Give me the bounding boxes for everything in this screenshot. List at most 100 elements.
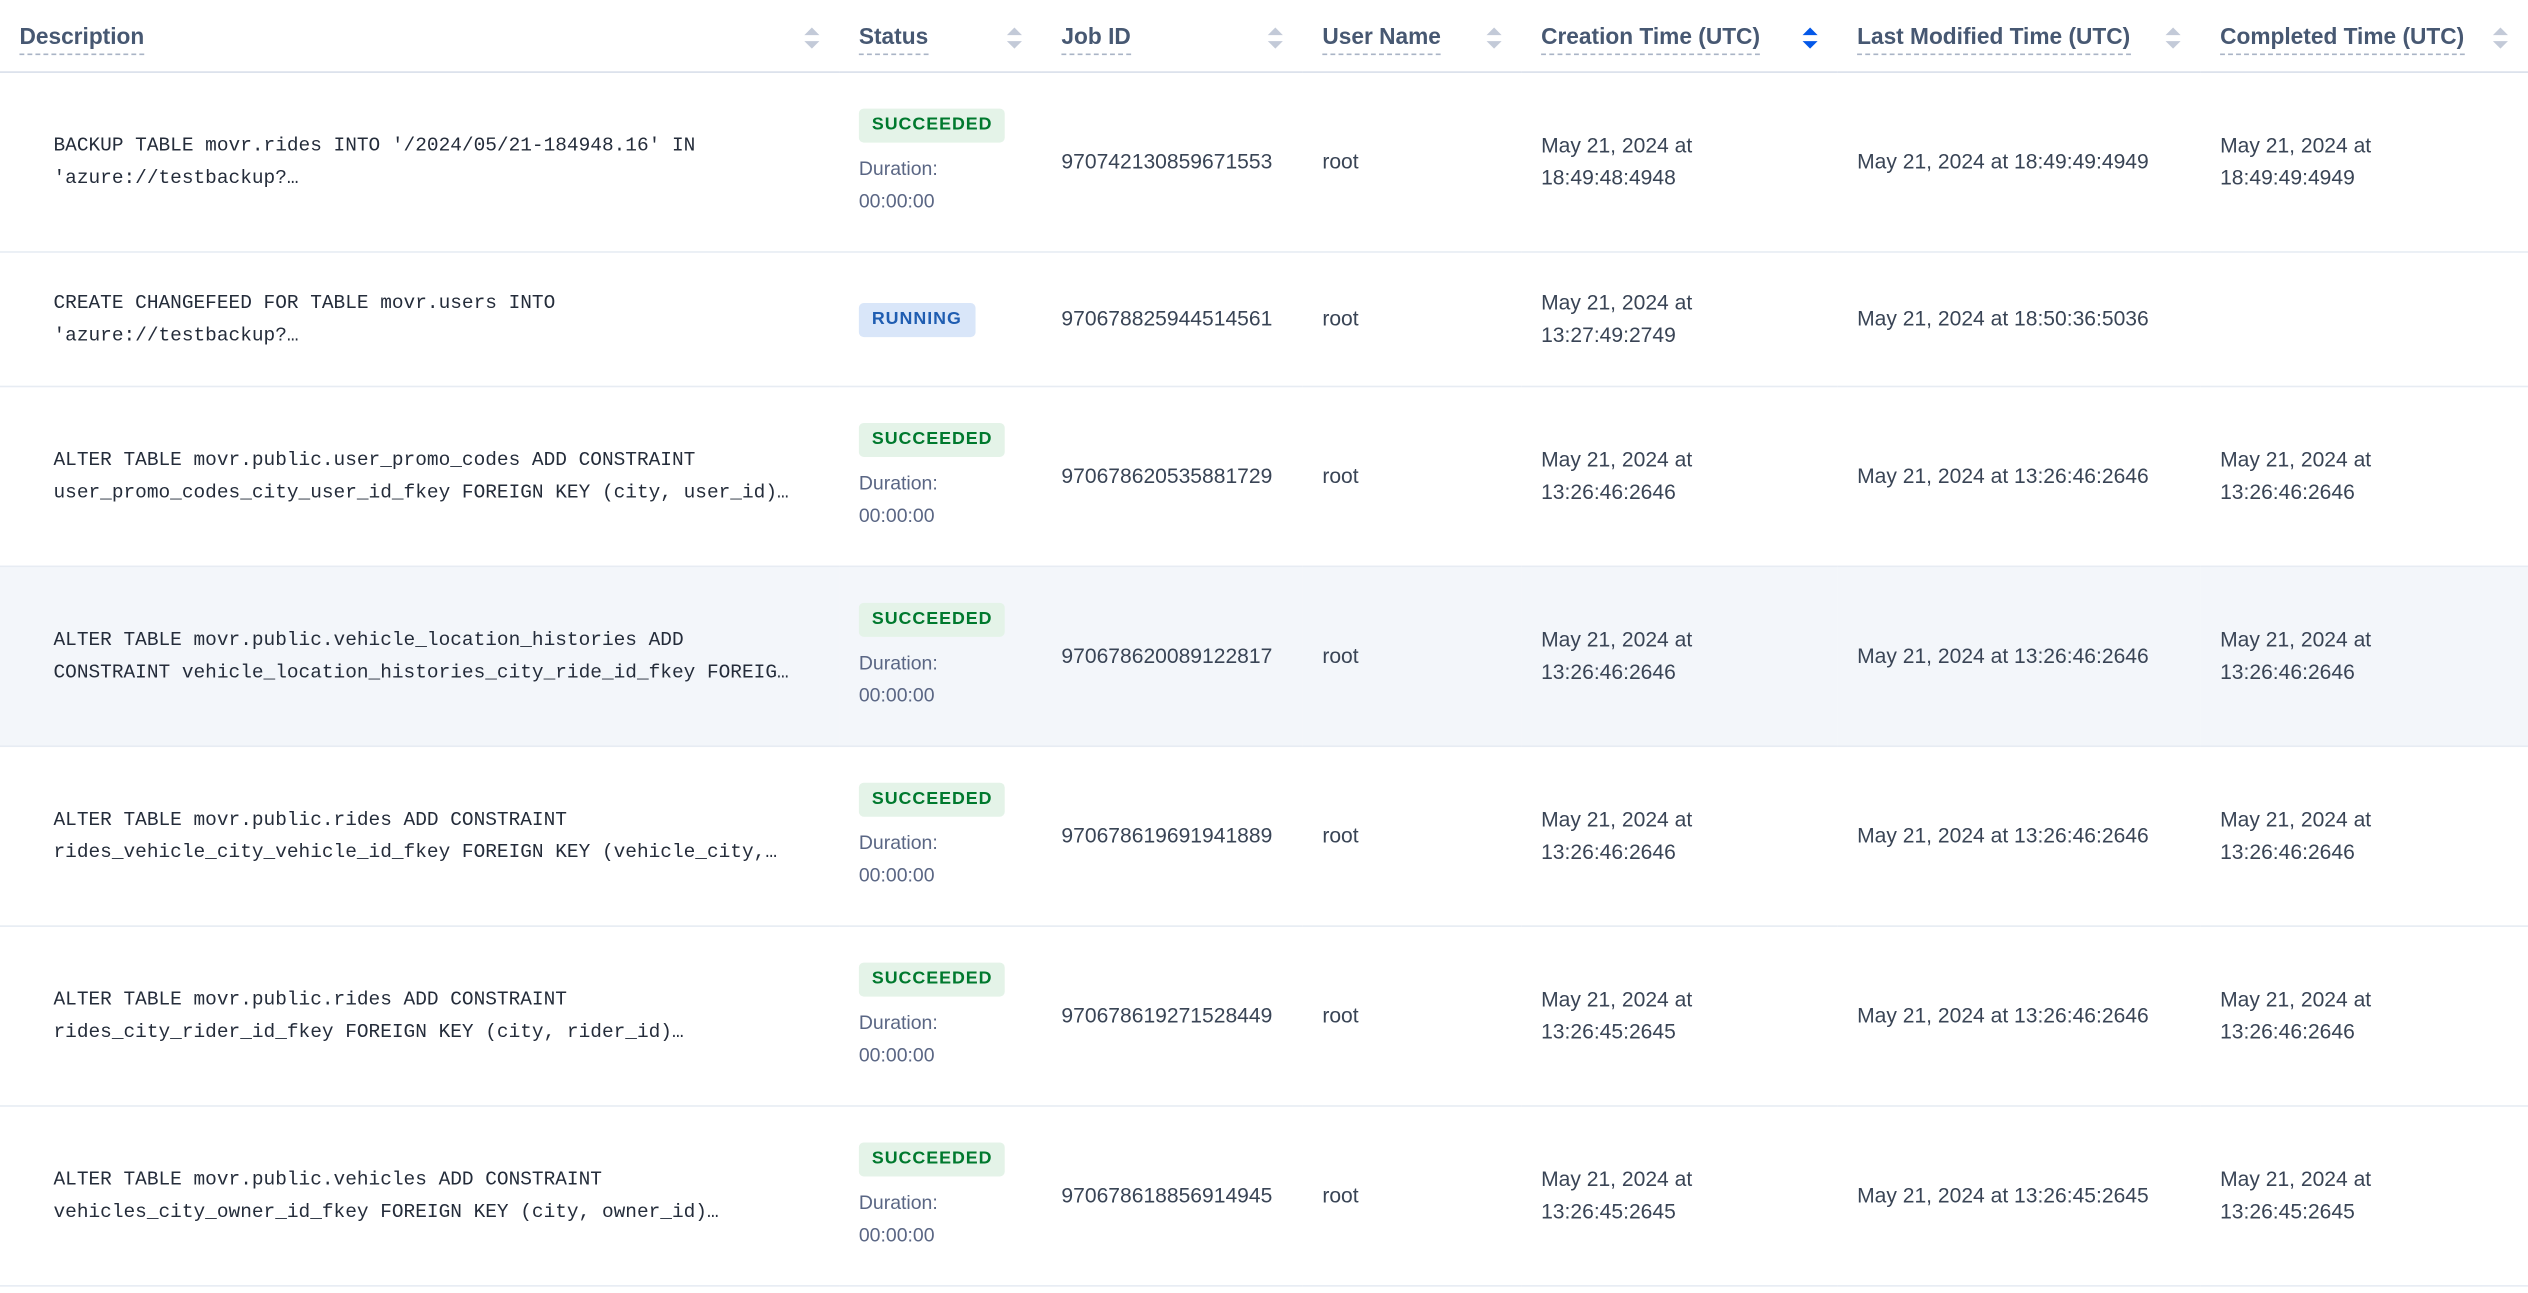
job-description-line-1[interactable]: ALTER TABLE movr.public.rides ADD CONSTR… <box>53 988 567 1012</box>
last-modified-time-cell: May 21, 2024 at 13:26:44:2644 <box>1837 1285 2201 1293</box>
column-header[interactable]: Job ID <box>1041 0 1303 73</box>
column-header-inner: Description <box>19 23 820 56</box>
job-description-line-1[interactable]: ALTER TABLE movr.public.user_promo_codes… <box>53 448 696 472</box>
job-status-cell: SUCCEEDED Duration: 00:00:00 <box>839 926 1042 1107</box>
completed-time-line-1: May 21, 2024 at <box>2220 447 2372 472</box>
table-body: BACKUP TABLE movr.rides INTO '/2024/05/2… <box>0 72 2528 1293</box>
sort-arrows-icon[interactable] <box>804 26 820 48</box>
column-header[interactable]: Completed Time (UTC) <box>2200 0 2528 73</box>
completed-time-cell: May 21, 2024 at 13:26:46:2646 <box>2200 386 2528 568</box>
status-badge: RUNNING <box>858 303 975 338</box>
column-header-inner: User Name <box>1322 23 1502 56</box>
job-description-line-1[interactable]: ALTER TABLE movr.public.vehicle_location… <box>53 628 684 652</box>
last-modified-time-cell: May 21, 2024 at 13:26:46:2646 <box>1837 746 2201 927</box>
column-header[interactable]: Status <box>839 0 1042 73</box>
column-header[interactable]: User Name <box>1302 0 1522 73</box>
duration-label: Duration: <box>858 471 938 495</box>
job-row[interactable]: BACKUP TABLE movr.rides INTO '/2024/05/2… <box>0 72 2528 253</box>
job-row[interactable]: CREATE CHANGEFEED FOR TABLE movr.users I… <box>0 251 2528 388</box>
duration-label: Duration: <box>858 831 938 855</box>
sort-arrows-icon[interactable] <box>1006 26 1022 48</box>
last-modified-time-cell: May 21, 2024 at 13:26:46:2646 <box>1837 386 2201 568</box>
job-description-line-2[interactable]: 'azure://testbackup?… <box>53 166 299 190</box>
status-badge: SUCCEEDED <box>858 962 1006 997</box>
job-description-line-2[interactable]: vehicles_city_owner_id_fkey FOREIGN KEY … <box>53 1200 719 1224</box>
job-id: 970678620535881729 <box>1061 463 1273 488</box>
column-header-label[interactable]: Completed Time (UTC) <box>2220 23 2465 56</box>
duration-value: 00:00:00 <box>858 863 935 887</box>
last-modified-time-cell: May 21, 2024 at 18:49:49:4949 <box>1837 72 2201 253</box>
completed-time-line-1: May 21, 2024 at <box>2220 986 2372 1012</box>
duration-label: Duration: <box>858 1191 938 1214</box>
column-header[interactable]: Description <box>0 0 840 73</box>
last-modified-time: May 21, 2024 at 13:26:46:2646 <box>1857 463 2149 488</box>
job-row[interactable]: IMPORT INTO movr.public.rides CSV DATA (… <box>0 1285 2528 1293</box>
creation-time-cell: May 21, 2024 at 18:49:48:4948 <box>1521 72 1838 253</box>
job-description-line-1[interactable]: CREATE CHANGEFEED FOR TABLE movr.users I… <box>53 291 556 315</box>
creation-time-line-2: 13:26:46:2646 <box>1541 659 1676 684</box>
job-id: 970678618856914945 <box>1061 1182 1273 1208</box>
job-id-cell: 970678620535881729 <box>1041 386 1303 568</box>
column-header-label[interactable]: Job ID <box>1061 23 1131 56</box>
sort-arrows-icon[interactable] <box>1267 26 1283 48</box>
job-row[interactable]: ALTER TABLE movr.public.rides ADD CONSTR… <box>0 926 2528 1107</box>
completed-time-cell: May 21, 2024 at 18:49:49:4949 <box>2200 72 2528 253</box>
status-badge: SUCCEEDED <box>858 602 1006 637</box>
user-name: root <box>1322 1003 1359 1028</box>
creation-time-line-2: 18:49:48:4948 <box>1541 165 1676 190</box>
column-header-label[interactable]: Last Modified Time (UTC) <box>1857 23 2131 56</box>
job-id-cell: 970742130859671553 <box>1041 72 1303 253</box>
job-description-cell: ALTER TABLE movr.public.vehicle_location… <box>0 566 840 748</box>
column-header-inner: Creation Time (UTC) <box>1541 23 1818 56</box>
job-status-cell: SUCCEEDED Duration: 00:00:00 <box>839 72 1042 253</box>
job-description-line-2[interactable]: rides_city_rider_id_fkey FOREIGN KEY (ci… <box>53 1020 684 1044</box>
column-header[interactable]: Creation Time (UTC) <box>1521 0 1838 73</box>
job-row[interactable]: ALTER TABLE movr.public.user_promo_codes… <box>0 386 2528 568</box>
job-id-cell: 970678620089122817 <box>1041 566 1303 748</box>
job-description-line-2[interactable]: user_promo_codes_city_user_id_fkey FOREI… <box>53 481 789 504</box>
creation-time-cell: May 21, 2024 at 13:27:49:2749 <box>1521 251 1838 388</box>
creation-time-cell: May 21, 2024 at 13:26:43:2643 <box>1521 1285 1838 1293</box>
last-modified-time: May 21, 2024 at 13:26:45:2645 <box>1857 1182 2149 1208</box>
creation-time-line-1: May 21, 2024 at <box>1541 132 1693 158</box>
user-name: root <box>1322 149 1359 174</box>
last-modified-time: May 21, 2024 at 18:49:49:4949 <box>1857 149 2149 174</box>
status-badge: SUCCEEDED <box>858 422 1006 457</box>
sort-arrows-icon[interactable] <box>1486 26 1502 48</box>
user-name-cell: root <box>1302 251 1522 388</box>
job-description-line-1[interactable]: ALTER TABLE movr.public.vehicles ADD CON… <box>53 1168 602 1192</box>
column-header-label[interactable]: Creation Time (UTC) <box>1541 23 1761 56</box>
job-id: 970678619691941889 <box>1061 823 1273 848</box>
job-description-line-1[interactable]: ALTER TABLE movr.public.rides ADD CONSTR… <box>53 808 567 832</box>
column-header[interactable]: Last Modified Time (UTC) <box>1837 0 2201 73</box>
column-header-label[interactable]: Description <box>19 23 145 56</box>
job-row[interactable]: ALTER TABLE movr.public.vehicles ADD CON… <box>0 1105 2528 1287</box>
job-row[interactable]: ALTER TABLE movr.public.rides ADD CONSTR… <box>0 746 2528 927</box>
sort-arrows-icon[interactable] <box>2492 26 2508 48</box>
job-description-cell: ALTER TABLE movr.public.user_promo_codes… <box>0 386 840 568</box>
creation-time-line-2: 13:26:46:2646 <box>1541 479 1676 504</box>
last-modified-time-cell: May 21, 2024 at 13:26:46:2646 <box>1837 566 2201 748</box>
status-badge: SUCCEEDED <box>858 782 1006 817</box>
job-description-line-2[interactable]: rides_vehicle_city_vehicle_id_fkey FOREI… <box>53 841 778 864</box>
column-header-label[interactable]: Status <box>858 23 929 56</box>
status-badge: SUCCEEDED <box>858 108 1006 143</box>
job-id-cell: 970678612838252545 <box>1041 1285 1303 1293</box>
sort-arrows-icon[interactable] <box>2165 26 2181 48</box>
duration-value: 00:00:00 <box>858 189 935 213</box>
completed-time-cell: May 21, 2024 at 13:26:46:2646 <box>2200 566 2528 748</box>
column-header-label[interactable]: User Name <box>1322 23 1441 56</box>
creation-time-cell: May 21, 2024 at 13:26:45:2645 <box>1521 926 1838 1107</box>
sort-arrows-icon[interactable] <box>1802 26 1818 48</box>
job-row[interactable]: ALTER TABLE movr.public.vehicle_location… <box>0 566 2528 748</box>
column-header-inner: Status <box>858 23 1023 56</box>
job-description-line-1[interactable]: BACKUP TABLE movr.rides INTO '/2024/05/2… <box>53 134 696 158</box>
completed-time-line-1: May 21, 2024 at <box>2220 132 2372 158</box>
job-status-cell: SUCCEEDED Duration: 00:00:00 <box>839 1105 1042 1287</box>
job-description-line-2[interactable]: CONSTRAINT vehicle_location_histories_ci… <box>53 661 789 684</box>
completed-time-line-2: 13:26:46:2646 <box>2220 479 2355 504</box>
job-id: 970678619271528449 <box>1061 1003 1273 1028</box>
creation-time-line-1: May 21, 2024 at <box>1541 807 1693 832</box>
user-name-cell: root <box>1302 1105 1522 1287</box>
job-description-line-2[interactable]: 'azure://testbackup?… <box>53 324 299 347</box>
